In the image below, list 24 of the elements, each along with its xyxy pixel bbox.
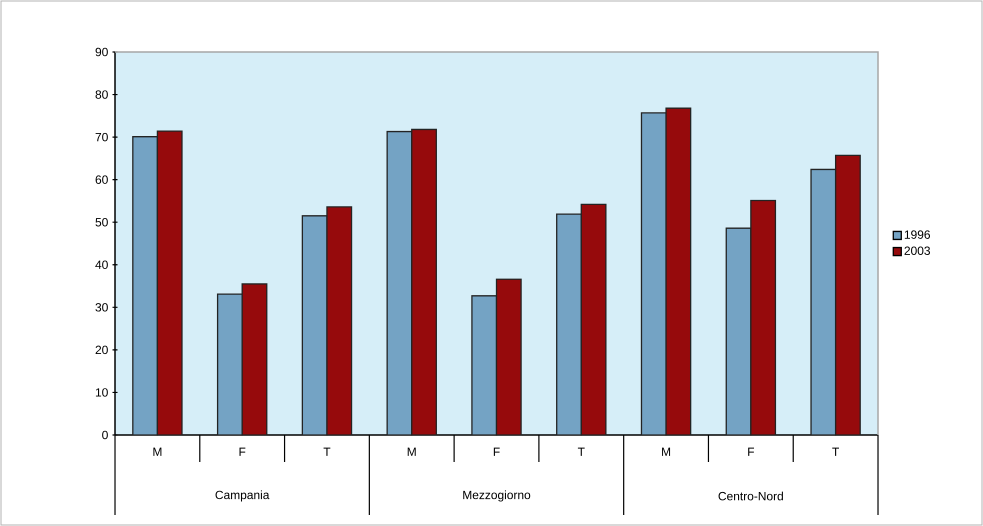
x-tick-label: T — [324, 448, 330, 456]
x-tick-label: M — [408, 448, 416, 456]
text: Centro-Nord — [718, 492, 783, 500]
x-tick-label: M — [662, 448, 670, 456]
y-tick-label: 50 — [96, 218, 108, 226]
y-tick-label: 0 — [102, 430, 108, 440]
x-tick-label: F — [748, 448, 754, 456]
y-tick-label: 90 — [96, 48, 108, 56]
x-tick-label: F — [240, 448, 246, 456]
legend-label: 2003 — [904, 246, 930, 255]
text: Mezzogiorno — [463, 490, 530, 502]
x-tick-label: M — [153, 448, 162, 456]
y-tick-label: 80 — [96, 90, 108, 99]
y-tick-label: 70 — [96, 132, 108, 142]
x-tick-label: T — [832, 448, 839, 456]
x-tick-label: T — [578, 448, 585, 456]
legend-label: 1996 — [904, 230, 930, 239]
y-tick-label: 40 — [95, 260, 108, 269]
text: Campania — [216, 490, 270, 502]
x-tick-label: F — [494, 448, 500, 456]
y-tick-label: 20 — [96, 346, 108, 354]
y-tick-label: 30 — [95, 303, 108, 312]
y-tick-label: 10 — [96, 388, 108, 397]
y-tick-label: 60 — [96, 175, 108, 184]
